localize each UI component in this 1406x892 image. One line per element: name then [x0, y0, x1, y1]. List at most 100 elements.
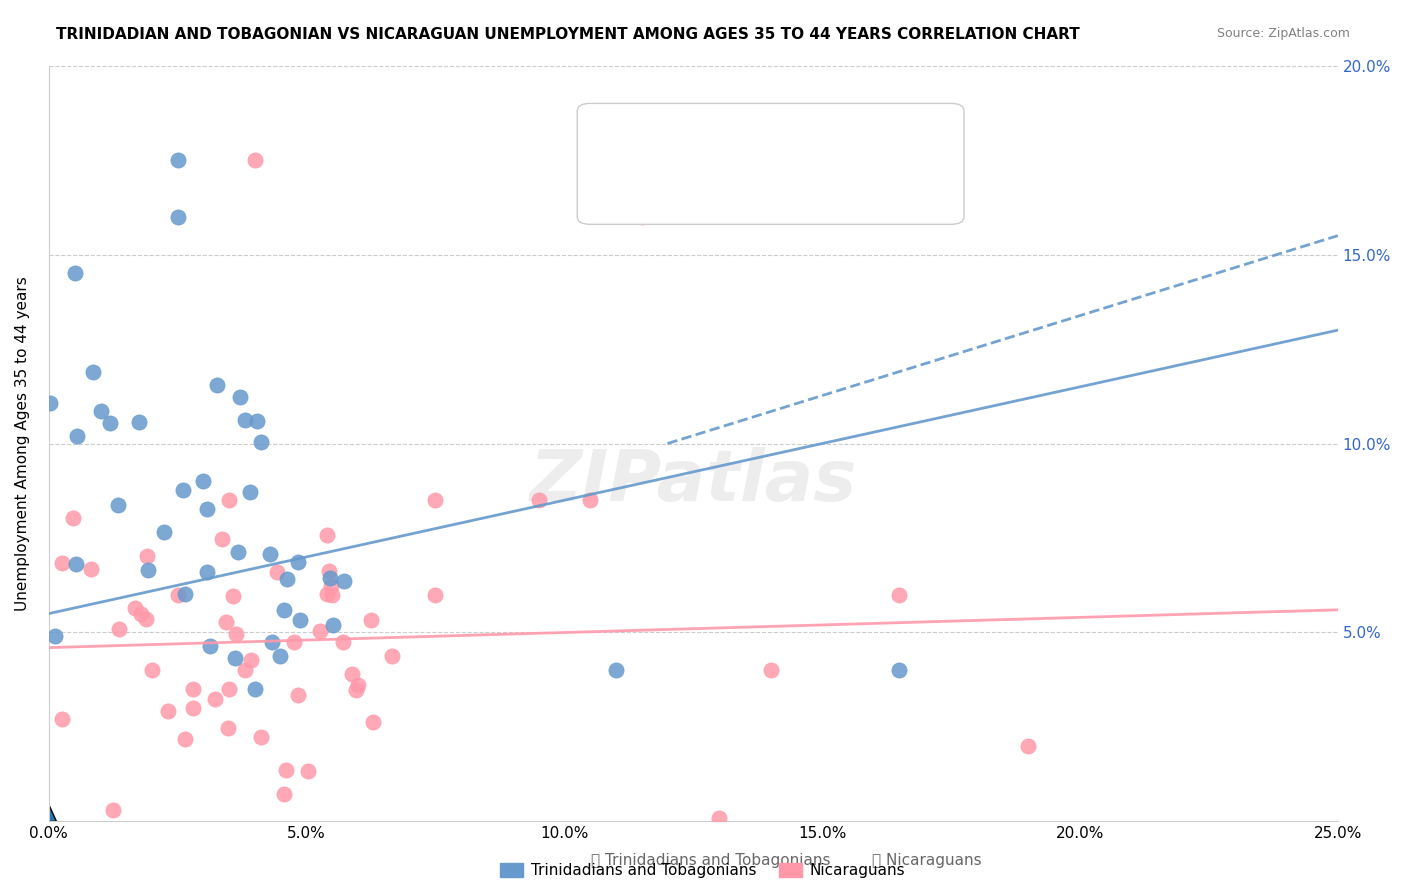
Point	[321, 578, 343, 592]
Point	[287, 688, 309, 702]
Point	[249, 435, 271, 450]
Point	[276, 763, 298, 777]
Point	[205, 377, 228, 392]
Point	[215, 615, 238, 629]
Legend: R = 0.248    N = 47, R = 0.042    N = 56: R = 0.248 N = 47, R = 0.042 N = 56	[658, 104, 883, 167]
Point	[1017, 739, 1039, 753]
Point	[707, 811, 730, 825]
Text: TRINIDADIAN AND TOBAGONIAN VS NICARAGUAN UNEMPLOYMENT AMONG AGES 35 TO 44 YEARS : TRINIDADIAN AND TOBAGONIAN VS NICARAGUAN…	[56, 27, 1080, 42]
Point	[51, 556, 73, 570]
Point	[166, 210, 188, 224]
Point	[319, 571, 342, 585]
Point	[124, 601, 146, 615]
Point	[322, 617, 344, 632]
Point	[181, 682, 204, 697]
Point	[283, 635, 305, 649]
Point	[605, 663, 627, 677]
Point	[82, 365, 104, 379]
Point	[136, 549, 159, 564]
Point	[198, 639, 221, 653]
Point	[233, 663, 256, 677]
Point	[222, 589, 245, 603]
Point	[65, 557, 87, 571]
Point	[224, 651, 246, 665]
Point	[63, 267, 86, 281]
Point	[191, 474, 214, 488]
Legend: Trinidadians and Tobagonians, Nicaraguans: Trinidadians and Tobagonians, Nicaraguan…	[495, 857, 911, 884]
Point	[425, 588, 447, 602]
Point	[51, 712, 73, 726]
Point	[250, 730, 273, 744]
Point	[243, 682, 266, 697]
Point	[129, 607, 152, 621]
Point	[243, 153, 266, 167]
Point	[90, 404, 112, 418]
Point	[259, 547, 281, 561]
Point	[630, 210, 652, 224]
Point	[128, 415, 150, 429]
Point	[229, 390, 252, 404]
Point	[141, 663, 163, 677]
Point	[166, 588, 188, 602]
Point	[195, 565, 218, 579]
Point	[44, 629, 66, 643]
FancyArrow shape	[41, 805, 56, 822]
Point	[239, 484, 262, 499]
Point	[360, 613, 382, 627]
Point	[527, 493, 550, 508]
Point	[226, 544, 249, 558]
Point	[273, 603, 295, 617]
Point	[80, 562, 103, 576]
Point	[579, 493, 602, 508]
Point	[218, 682, 240, 697]
Point	[273, 788, 295, 802]
Point	[246, 413, 269, 427]
Point	[233, 413, 256, 427]
Point	[39, 396, 62, 410]
Point	[156, 704, 179, 718]
Text: Source: ZipAtlas.com: Source: ZipAtlas.com	[1216, 27, 1350, 40]
Point	[288, 614, 311, 628]
Point	[218, 493, 240, 508]
Point	[425, 493, 447, 508]
Point	[174, 731, 197, 746]
Point	[166, 153, 188, 167]
Point	[316, 528, 339, 542]
Point	[153, 525, 176, 540]
Point	[136, 563, 159, 577]
Point	[287, 555, 309, 569]
Point	[217, 721, 239, 735]
Point	[204, 692, 226, 706]
Text: ⬜ Nicaraguans: ⬜ Nicaraguans	[872, 854, 981, 868]
Point	[197, 501, 219, 516]
Point	[66, 429, 89, 443]
Point	[260, 635, 283, 649]
Point	[318, 564, 340, 578]
Point	[315, 587, 337, 601]
Point	[321, 588, 343, 602]
Point	[98, 416, 121, 430]
Point	[332, 574, 354, 588]
Point	[759, 663, 782, 677]
Point	[107, 623, 129, 637]
Point	[211, 533, 233, 547]
Point	[269, 649, 291, 664]
Point	[225, 627, 247, 641]
Point	[62, 511, 84, 525]
Point	[340, 666, 363, 681]
Point	[174, 587, 197, 601]
Y-axis label: Unemployment Among Ages 35 to 44 years: Unemployment Among Ages 35 to 44 years	[15, 277, 30, 611]
Point	[266, 565, 288, 579]
Point	[276, 573, 298, 587]
Point	[135, 612, 157, 626]
Point	[889, 663, 911, 677]
Point	[297, 764, 319, 779]
FancyBboxPatch shape	[578, 103, 965, 224]
Text: ⬜ Trinidadians and Tobagonians: ⬜ Trinidadians and Tobagonians	[591, 854, 830, 868]
Point	[107, 498, 129, 512]
Point	[181, 701, 204, 715]
Point	[347, 678, 370, 692]
Point	[361, 714, 384, 729]
Point	[380, 649, 402, 664]
Point	[889, 588, 911, 602]
